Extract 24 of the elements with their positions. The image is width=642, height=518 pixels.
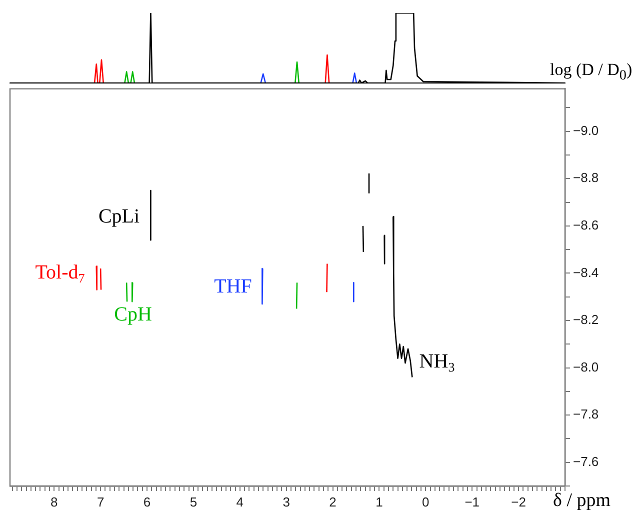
x-axis-title: δ / ppm — [553, 490, 611, 512]
x-tick-label: −1 — [464, 494, 480, 510]
x-tick-label: 1 — [376, 494, 383, 510]
x-tick-label: 3 — [282, 494, 290, 510]
annotation: CpLi — [98, 205, 140, 228]
y-tick-label: −8.4 — [573, 264, 599, 280]
y-tick-label: −8.0 — [573, 359, 599, 374]
y-tick-label: −8.8 — [573, 170, 599, 186]
y-tick-label: −8.2 — [573, 312, 599, 328]
x-tick-label: 2 — [329, 494, 336, 510]
annotation: CpH — [114, 303, 152, 326]
y-tick-label: −7.6 — [573, 454, 599, 469]
x-tick-label: 6 — [143, 494, 151, 510]
y-tick-label: −7.8 — [573, 406, 599, 422]
x-tick-label: 5 — [190, 494, 198, 510]
annotation: THF — [214, 275, 252, 298]
y-tick-label: −8.6 — [573, 218, 599, 233]
x-tick-label: 4 — [236, 494, 244, 510]
x-tick-label: 8 — [50, 494, 58, 510]
x-tick-label: 7 — [96, 494, 104, 510]
y-axis-title: log (D / D$_{0}$) — [550, 60, 632, 84]
x-tick-label: 0 — [422, 494, 430, 510]
y-tick-label: −9.0 — [573, 122, 599, 138]
x-tick-label: −2 — [511, 494, 526, 510]
